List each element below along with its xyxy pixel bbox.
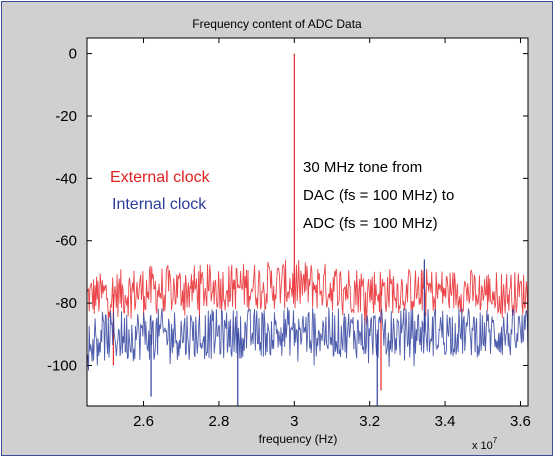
series-line [86, 259, 529, 327]
series-layer [86, 53, 529, 406]
x-tick-label: 3 [290, 413, 298, 430]
annotation-line-1: 30 MHz tone from [303, 159, 422, 176]
y-tick-label: -100 [47, 357, 77, 374]
x-tick-label: 2.6 [133, 413, 154, 430]
annotation-line-2: DAC (fs = 100 MHz) to [303, 187, 454, 204]
y-tick-label: -60 [55, 233, 77, 250]
x-tick-label: 2.8 [208, 413, 229, 430]
plot-border [86, 37, 529, 407]
series-line [86, 307, 529, 371]
annotation-line-3: ADC (fs = 100 MHz) [303, 215, 438, 232]
x-multiplier-label: x 107 [472, 436, 498, 452]
y-tick-label: -80 [55, 295, 77, 312]
chart-title: Frequency content of ADC Data [192, 17, 362, 31]
y-tick-label: -40 [55, 170, 77, 187]
y-tick-label: 0 [69, 46, 77, 63]
x-tick-label: 3.2 [359, 413, 380, 430]
x-tick-label: 3.6 [510, 413, 531, 430]
legend-internal-clock: Internal clock [112, 196, 207, 213]
x-multiplier-base: x 10 [472, 440, 493, 452]
x-axis-label: frequency (Hz) [259, 432, 338, 446]
legend-external-clock: External clock [110, 169, 211, 186]
x-multiplier-exponent: 7 [493, 436, 498, 445]
x-tick-label: 3.4 [435, 413, 456, 430]
y-tick-label: -20 [55, 108, 77, 125]
axes-layer: 2.6 2.8 3 3.2 3.4 3.6 0 -20 -40 -60 -80 -100 [47, 37, 531, 430]
